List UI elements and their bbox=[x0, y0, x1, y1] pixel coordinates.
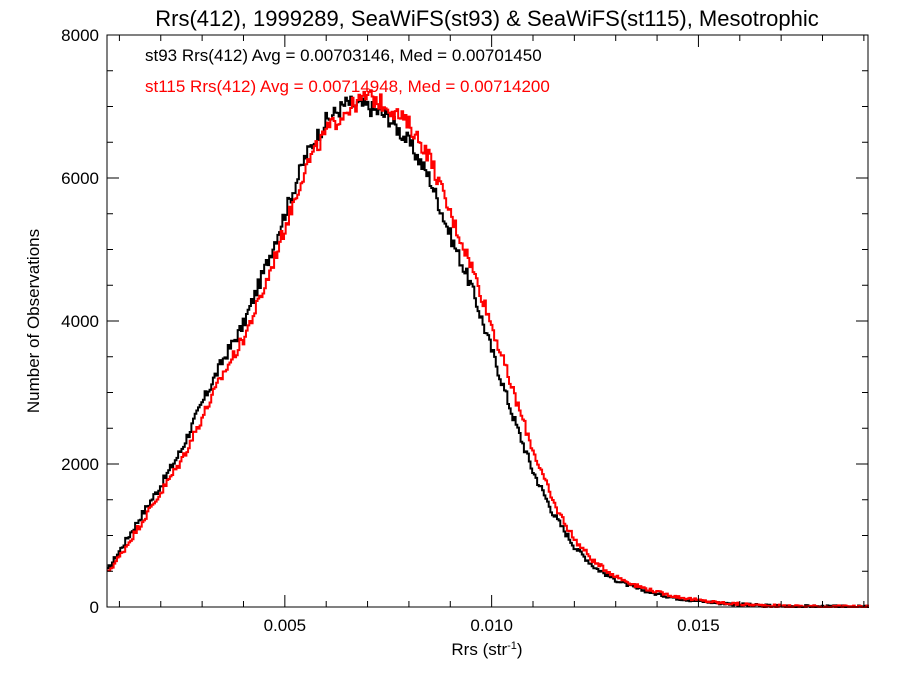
x-tick-label: 0.010 bbox=[470, 616, 513, 635]
annotation-st93: st93 Rrs(412) Avg = 0.00703146, Med = 0.… bbox=[145, 46, 542, 65]
x-axis-label: Rrs (str-1) bbox=[451, 640, 522, 659]
x-axis-label-end: ) bbox=[517, 640, 523, 659]
y-axis-label: Number of Observations bbox=[24, 229, 43, 413]
y-tick-label: 6000 bbox=[61, 169, 99, 188]
series-line-st115 bbox=[107, 89, 869, 608]
axis-ticks: 0.005 0.010 0.015 0 2000 4000 6000 8000 bbox=[61, 26, 868, 635]
series-line-st93 bbox=[107, 95, 869, 608]
x-axis-label-main: Rrs (str bbox=[451, 640, 507, 659]
y-tick-label: 4000 bbox=[61, 312, 99, 331]
annotation-st115: st115 Rrs(412) Avg = 0.00714948, Med = 0… bbox=[145, 77, 550, 96]
x-tick-label: 0.005 bbox=[264, 616, 307, 635]
chart-title: Rrs(412), 1999289, SeaWiFS(st93) & SeaWi… bbox=[155, 6, 819, 31]
plot-frame bbox=[106, 34, 869, 608]
series-group bbox=[107, 89, 869, 608]
x-axis-label-superscript: -1 bbox=[507, 640, 517, 652]
y-tick-label: 2000 bbox=[61, 455, 99, 474]
x-tick-label: 0.015 bbox=[677, 616, 720, 635]
y-tick-label: 0 bbox=[90, 598, 99, 617]
y-tick-label: 8000 bbox=[61, 26, 99, 45]
